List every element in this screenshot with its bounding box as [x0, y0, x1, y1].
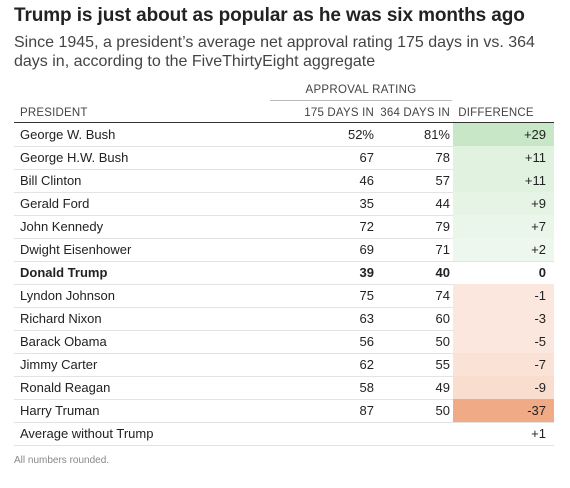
table-row: Jimmy Carter 62 55 -7 [14, 353, 554, 377]
average-row: Average without Trump +1 [14, 422, 554, 446]
president-cell: Barack Obama [20, 334, 107, 349]
approval-364-cell: 55 [435, 357, 450, 372]
difference-cell: -37 [453, 399, 554, 422]
difference-value: +29 [523, 127, 546, 142]
approval-364-cell: 49 [435, 380, 450, 395]
table-row: Harry Truman 87 50 -37 [14, 399, 554, 423]
table-row: John Kennedy 72 79 +7 [14, 215, 554, 239]
average-difference: +1 [453, 422, 554, 445]
approval-175-cell: 46 [359, 173, 374, 188]
approval-175-cell: 72 [359, 219, 374, 234]
approval-175-cell: 58 [359, 380, 374, 395]
president-cell: Bill Clinton [20, 173, 82, 188]
approval-175-cell: 35 [359, 196, 374, 211]
president-cell: Harry Truman [20, 403, 100, 418]
difference-value: -9 [534, 380, 546, 395]
president-cell: Ronald Reagan [20, 380, 111, 395]
group-header-approval-rating: APPROVAL RATING [305, 84, 417, 96]
difference-cell: -7 [453, 353, 554, 376]
president-cell: Richard Nixon [20, 311, 102, 326]
difference-value: -3 [534, 311, 546, 326]
difference-cell: -1 [453, 284, 554, 307]
difference-value: -5 [534, 334, 546, 349]
president-cell: George W. Bush [20, 127, 116, 142]
table-row: Richard Nixon 63 60 -3 [14, 307, 554, 331]
approval-175-cell: 63 [359, 311, 374, 326]
approval-364-cell: 44 [435, 196, 450, 211]
approval-364-cell: 78 [435, 150, 450, 165]
approval-364-cell: 40 [435, 265, 450, 280]
approval-175-cell: 39 [359, 265, 374, 280]
difference-value: -37 [527, 403, 546, 418]
footnote: All numbers rounded. [14, 455, 110, 466]
average-label: Average without Trump [20, 426, 154, 441]
difference-cell: -3 [453, 307, 554, 330]
average-difference-value: +1 [531, 426, 546, 441]
difference-value: 0 [538, 265, 546, 280]
approval-175-cell: 75 [359, 288, 374, 303]
president-cell: John Kennedy [20, 219, 104, 234]
difference-value: +9 [531, 196, 546, 211]
group-header-rule [270, 100, 452, 101]
approval-364-cell: 60 [435, 311, 450, 326]
column-header-president: PRESIDENT [20, 107, 88, 119]
approval-175-cell: 62 [359, 357, 374, 372]
approval-175-cell: 52% [347, 127, 374, 142]
table-row: Bill Clinton 46 57 +11 [14, 169, 554, 193]
table-row: Donald Trump 39 40 0 [14, 261, 554, 285]
president-cell: Donald Trump [20, 265, 108, 280]
approval-364-cell: 81% [423, 127, 450, 142]
difference-value: -1 [534, 288, 546, 303]
president-cell: Lyndon Johnson [20, 288, 115, 303]
approval-364-cell: 79 [435, 219, 450, 234]
approval-175-cell: 69 [359, 242, 374, 257]
table-row: George W. Bush 52% 81% +29 [14, 123, 554, 147]
difference-cell: +11 [453, 169, 554, 192]
chart-subtitle: Since 1945, a president’s average net ap… [14, 34, 535, 70]
difference-value: +11 [524, 150, 546, 165]
president-cell: George H.W. Bush [20, 150, 129, 165]
table-row: Barack Obama 56 50 -5 [14, 330, 554, 354]
difference-cell: +9 [453, 192, 554, 215]
president-cell: Dwight Eisenhower [20, 242, 132, 257]
table-row: Lyndon Johnson 75 74 -1 [14, 284, 554, 308]
column-header-difference: DIFFERENCE [458, 107, 534, 119]
header-rule [14, 122, 554, 123]
difference-cell: +29 [453, 123, 554, 146]
approval-175-cell: 67 [359, 150, 374, 165]
column-header-175-days: 175 DAYS IN [304, 107, 374, 119]
approval-364-cell: 50 [435, 403, 450, 418]
table-row: Ronald Reagan 58 49 -9 [14, 376, 554, 400]
president-cell: Gerald Ford [20, 196, 90, 211]
approval-175-cell: 56 [359, 334, 374, 349]
difference-cell: +11 [453, 146, 554, 169]
chart-title: Trump is just about as popular as he was… [14, 5, 525, 26]
approval-364-cell: 50 [435, 334, 450, 349]
table-row: Dwight Eisenhower 69 71 +2 [14, 238, 554, 262]
president-cell: Jimmy Carter [20, 357, 98, 372]
approval-364-cell: 57 [435, 173, 450, 188]
difference-cell: -9 [453, 376, 554, 399]
approval-364-cell: 74 [435, 288, 450, 303]
difference-value: -7 [534, 357, 546, 372]
difference-value: +11 [524, 173, 546, 188]
difference-value: +2 [531, 242, 546, 257]
difference-cell: +2 [453, 238, 554, 261]
difference-cell: -5 [453, 330, 554, 353]
approval-364-cell: 71 [435, 242, 450, 257]
column-header-364-days: 364 DAYS IN [380, 107, 450, 119]
table-row: George H.W. Bush 67 78 +11 [14, 146, 554, 170]
difference-value: +7 [531, 219, 546, 234]
difference-cell: 0 [453, 261, 554, 284]
table-row: Gerald Ford 35 44 +9 [14, 192, 554, 216]
difference-cell: +7 [453, 215, 554, 238]
approval-175-cell: 87 [359, 403, 374, 418]
